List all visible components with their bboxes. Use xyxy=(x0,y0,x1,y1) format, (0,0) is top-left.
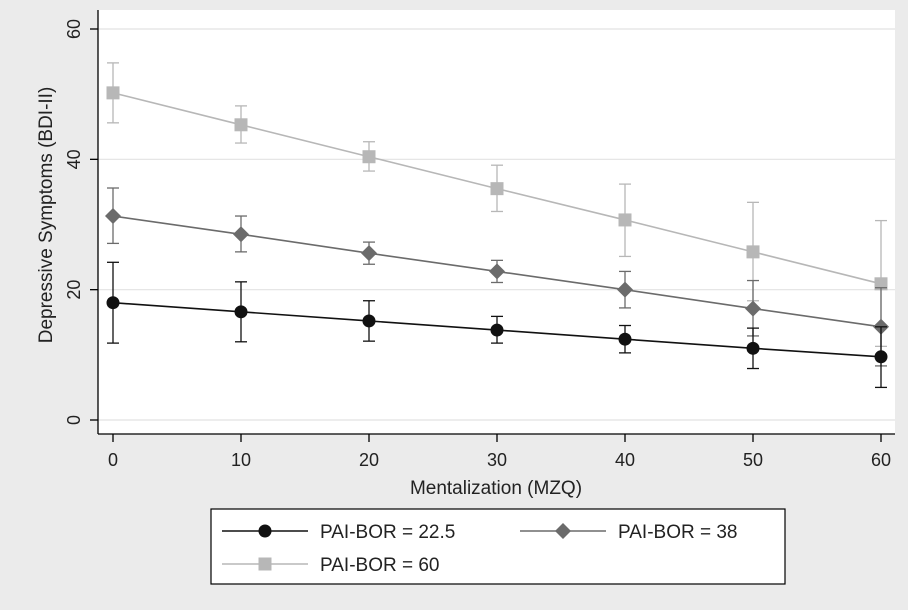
data-point xyxy=(745,300,761,317)
y-tick-label: 60 xyxy=(64,19,84,39)
axes: 0 20 40 60 0 10 20 30 40 50 60 xyxy=(64,10,895,470)
legend-entry: PAI-BOR = 60 xyxy=(222,555,440,576)
data-point xyxy=(362,314,376,328)
legend-box xyxy=(210,508,786,585)
series-layer xyxy=(105,62,889,389)
data-point xyxy=(618,332,632,346)
data-point xyxy=(234,305,248,319)
series-group xyxy=(106,62,888,348)
data-point xyxy=(617,281,633,298)
legend-entry: PAI-BOR = 38 xyxy=(520,522,738,543)
legend: PAI-BOR = 22.5 PAI-BOR = 38 PAI-BOR = 60 xyxy=(210,508,786,585)
legend-marker xyxy=(258,524,272,538)
data-point xyxy=(106,86,120,100)
data-point xyxy=(105,208,121,225)
x-tick-label: 60 xyxy=(871,450,891,470)
data-point xyxy=(361,245,377,262)
plot-area xyxy=(98,10,895,434)
data-point xyxy=(362,150,376,164)
y-axis-label: Depressive Symptoms (BDI-II) xyxy=(36,87,57,344)
data-point xyxy=(874,350,888,364)
legend-label: PAI-BOR = 38 xyxy=(618,522,738,543)
y-tick-label: 0 xyxy=(64,415,84,425)
x-tick-label: 0 xyxy=(108,450,118,470)
x-tick-label: 50 xyxy=(743,450,763,470)
legend-entries: PAI-BOR = 22.5 PAI-BOR = 38 PAI-BOR = 60 xyxy=(222,522,738,576)
gridlines xyxy=(98,28,895,421)
legend-entry: PAI-BOR = 22.5 xyxy=(222,522,455,543)
y-tick-label: 40 xyxy=(64,149,84,169)
data-point xyxy=(233,226,249,243)
data-point xyxy=(490,323,504,337)
x-tick-label: 40 xyxy=(615,450,635,470)
x-tick-label: 30 xyxy=(487,450,507,470)
data-point xyxy=(874,277,888,291)
y-tick-label: 20 xyxy=(64,280,84,300)
data-point xyxy=(618,213,632,227)
legend-label: PAI-BOR = 60 xyxy=(320,555,440,576)
data-point xyxy=(746,341,760,355)
x-axis-label: Mentalization (MZQ) xyxy=(410,478,582,499)
legend-marker xyxy=(258,557,272,571)
data-point xyxy=(490,182,504,196)
legend-label: PAI-BOR = 22.5 xyxy=(320,522,455,543)
data-point xyxy=(746,245,760,259)
legend-marker xyxy=(555,523,571,539)
data-point xyxy=(489,263,505,280)
data-point xyxy=(234,118,248,132)
series-group xyxy=(106,261,888,389)
x-tick-label: 20 xyxy=(359,450,379,470)
x-tick-label: 10 xyxy=(231,450,251,470)
data-point xyxy=(106,296,120,310)
